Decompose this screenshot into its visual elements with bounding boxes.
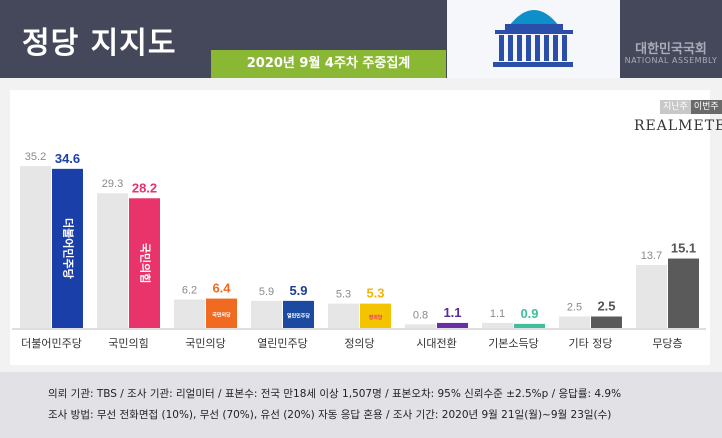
- national-assembly-logo: [447, 0, 620, 78]
- assembly-name-korean: 대한민국국회: [635, 42, 707, 57]
- chart-panel: [10, 90, 710, 365]
- survey-notes: [0, 372, 722, 438]
- assembly-building-icon: [493, 10, 573, 67]
- legend-this-week: 이번주: [690, 100, 722, 114]
- assembly-name-english: NATIONAL ASSEMBLY: [624, 56, 718, 65]
- assembly-label-box: 대한민국국회 NATIONAL ASSEMBLY: [620, 0, 722, 78]
- page-title: 정당 지지도: [22, 26, 177, 61]
- survey-period-banner: 2020년 9월 4주차 주중집계: [211, 50, 446, 78]
- realmeter-logo: REALMETER: [634, 118, 722, 134]
- survey-note-line-1: 의뢰 기관: TBS / 조사 기관: 리얼미터 / 표본수: 전국 만18세 …: [48, 388, 622, 400]
- chart-legend: 지난주 이번주: [660, 100, 722, 114]
- legend-prev-week: 지난주: [660, 100, 691, 114]
- survey-note-line-2: 조사 방법: 무선 전화면접 (10%), 무선 (70%), 유선 (20%)…: [48, 409, 612, 421]
